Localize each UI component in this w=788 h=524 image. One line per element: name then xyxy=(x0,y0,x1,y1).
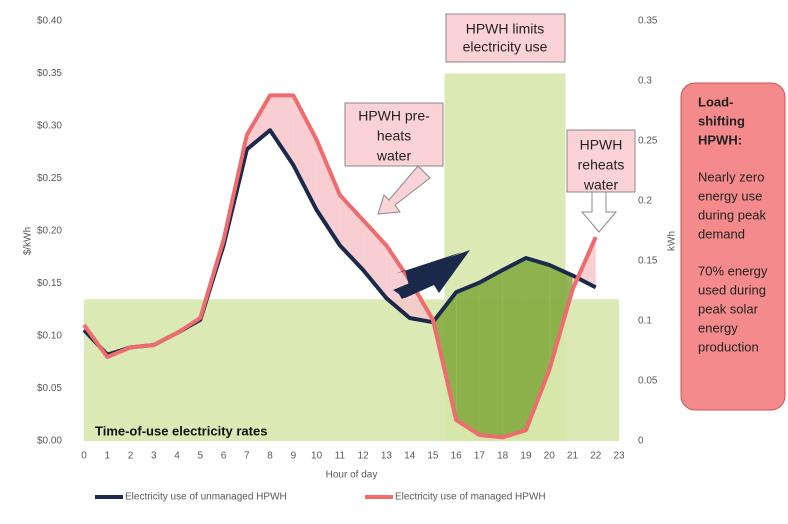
y2-tick-label: 0.35 xyxy=(638,16,658,27)
x-tick-label: 4 xyxy=(174,451,180,462)
sidebar-title: shifting xyxy=(698,113,745,128)
x-tick-label: 2 xyxy=(128,451,134,462)
y-tick-label: $0.20 xyxy=(37,226,62,237)
rates-label: Time-of-use electricity rates xyxy=(95,423,267,438)
y-tick-label: $0.00 xyxy=(37,436,62,447)
y2-tick-label: 0.1 xyxy=(638,316,652,327)
y-tick-label: $0.05 xyxy=(37,383,62,394)
x-tick-label: 23 xyxy=(613,451,625,462)
y2-tick-label: 0.25 xyxy=(638,136,658,147)
callout-text: heats xyxy=(377,128,411,144)
x-tick-label: 17 xyxy=(474,451,486,462)
callout-text: electricity use xyxy=(463,39,548,55)
y-tick-label: $0.10 xyxy=(37,331,62,342)
x-axis-title: Hour of day xyxy=(326,470,378,481)
x-tick-label: 22 xyxy=(590,451,602,462)
sidebar-note: peak solar xyxy=(698,301,759,316)
difference-area xyxy=(316,139,340,246)
callout-box xyxy=(344,102,444,167)
difference-area xyxy=(502,258,526,438)
x-tick-label: 0 xyxy=(81,451,87,462)
x-tick-label: 9 xyxy=(291,451,297,462)
difference-area xyxy=(270,95,294,165)
y-tick-label: $0.15 xyxy=(37,278,62,289)
y2-tick-label: 0.2 xyxy=(638,196,652,207)
y2-tick-label: 0.05 xyxy=(638,376,658,387)
legend-label: Electricity use of unmanaged HPWH xyxy=(125,492,287,503)
callout-text: HPWH limits xyxy=(466,21,545,37)
sidebar-box xyxy=(680,82,786,411)
x-tick-label: 11 xyxy=(335,451,346,462)
sidebar-note: during peak xyxy=(698,207,766,222)
difference-area xyxy=(479,270,503,438)
y-axis-title: $/kWh xyxy=(23,227,34,255)
y-tick-label: $0.40 xyxy=(37,16,62,27)
y2-tick-label: 0.15 xyxy=(638,256,658,267)
sidebar-note: energy xyxy=(698,320,738,335)
difference-area xyxy=(456,282,480,435)
difference-area xyxy=(293,95,317,210)
legend-label: Electricity use of managed HPWH xyxy=(395,492,546,503)
x-tick-label: 8 xyxy=(267,451,273,462)
x-tick-label: 12 xyxy=(358,451,370,462)
callout-arrow xyxy=(580,191,618,233)
callout-text: water xyxy=(583,177,619,193)
plot-area: Time-of-use electricity rates $0.00 $0.05 $… xyxy=(23,16,678,503)
x-tick-label: 7 xyxy=(244,451,250,462)
sidebar-note: 70% energy xyxy=(698,263,768,278)
callout-text: reheats xyxy=(578,157,625,173)
sidebar-note: used during xyxy=(698,282,766,297)
sidebar-note: demand xyxy=(698,226,745,241)
y-tick-label: $0.25 xyxy=(37,173,62,184)
series-line xyxy=(82,93,598,440)
x-tick-label: 10 xyxy=(311,451,323,462)
y-tick-label: $0.30 xyxy=(37,121,62,132)
callout-text: HPWH xyxy=(580,137,623,153)
sidebar-note: Nearly zero xyxy=(698,169,764,184)
x-tick-label: 19 xyxy=(520,451,532,462)
difference-area xyxy=(525,258,550,431)
x-tick-label: 16 xyxy=(451,451,463,462)
sidebar-title: Load- xyxy=(698,94,733,109)
shift-arrow-head xyxy=(393,250,470,298)
sidebar-title: HPWH: xyxy=(698,132,742,147)
x-tick-label: 5 xyxy=(198,451,204,462)
x-tick-label: 18 xyxy=(497,451,509,462)
sidebar-note: energy use xyxy=(698,188,762,203)
difference-area xyxy=(386,245,410,318)
callout-text: HPWH pre- xyxy=(358,108,430,124)
y-tick-label: $0.35 xyxy=(37,68,62,79)
x-tick-label: 13 xyxy=(381,451,393,462)
x-tick-label: 20 xyxy=(544,451,556,462)
x-tick-label: 1 xyxy=(104,451,110,462)
callout-box xyxy=(445,13,566,63)
x-tick-label: 6 xyxy=(221,451,227,462)
callout-arrow xyxy=(377,165,431,215)
x-tick-label: 21 xyxy=(567,451,579,462)
y2-axis-title: kWh xyxy=(667,231,678,251)
callout-box xyxy=(566,129,636,193)
y2-tick-label: 0 xyxy=(638,436,644,447)
y2-tick-label: 0.3 xyxy=(638,76,652,87)
x-tick-label: 15 xyxy=(427,451,439,462)
callout-text: water xyxy=(376,148,412,164)
sidebar-note: production xyxy=(698,339,759,354)
x-tick-label: 3 xyxy=(151,451,157,462)
x-tick-label: 14 xyxy=(404,451,416,462)
